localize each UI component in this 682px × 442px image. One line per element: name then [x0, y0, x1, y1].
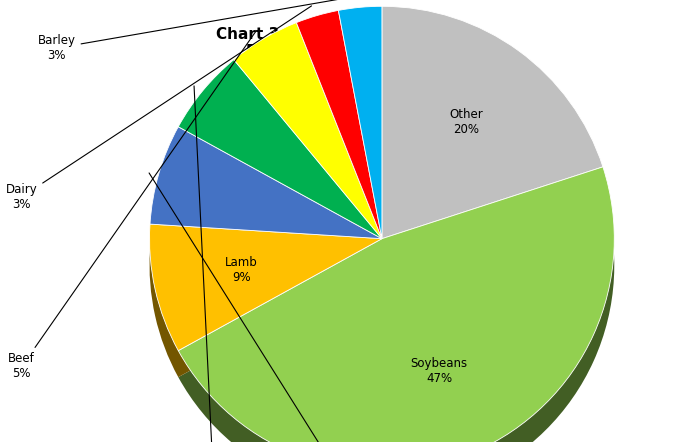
Text: Lamb
9%: Lamb 9% — [225, 256, 258, 284]
Wedge shape — [149, 251, 382, 377]
Wedge shape — [338, 33, 382, 265]
Wedge shape — [297, 37, 382, 265]
Wedge shape — [150, 127, 382, 239]
Wedge shape — [234, 23, 382, 239]
Text: Chart 3: NE China Ag Imports
From the World,  2013: Chart 3: NE China Ag Imports From the Wo… — [216, 27, 466, 59]
Text: Soybeans
47%: Soybeans 47% — [411, 357, 468, 385]
Wedge shape — [382, 33, 603, 265]
Text: Other
20%: Other 20% — [449, 108, 484, 136]
Wedge shape — [297, 11, 382, 239]
Wedge shape — [178, 86, 382, 265]
Text: Beef
5%: Beef 5% — [8, 31, 256, 381]
Text: Pork & offal
7%: Pork & offal 7% — [149, 173, 451, 442]
Wedge shape — [178, 60, 382, 239]
Wedge shape — [149, 224, 382, 351]
Wedge shape — [150, 153, 382, 265]
Wedge shape — [382, 6, 603, 239]
Text: Barley
3%: Barley 3% — [38, 0, 356, 62]
Text: Dairy
3%: Dairy 3% — [6, 6, 312, 211]
Wedge shape — [178, 194, 614, 442]
Text: Sugar
6%: Sugar 6% — [194, 86, 237, 442]
Wedge shape — [178, 167, 614, 442]
Wedge shape — [338, 6, 382, 239]
Wedge shape — [234, 49, 382, 265]
